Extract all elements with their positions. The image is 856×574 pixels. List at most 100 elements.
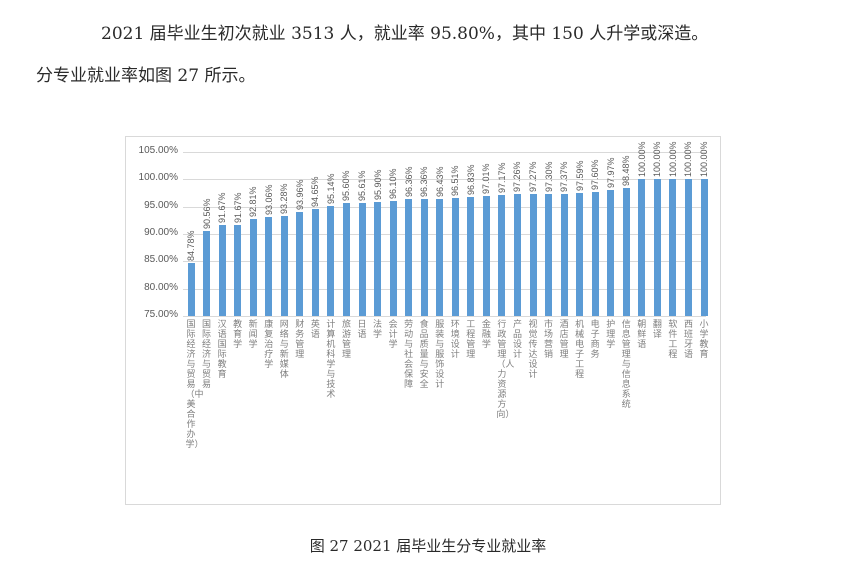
bar: [560, 193, 568, 316]
x-category-label: 法学: [373, 320, 383, 340]
bar: [187, 262, 195, 316]
bar: [218, 224, 226, 316]
x-category-label: 新闻学: [248, 320, 258, 350]
bar: [622, 187, 630, 316]
y-tick-label: 95.00%: [144, 200, 178, 211]
bar: [700, 179, 708, 316]
data-label: 97.37%: [559, 161, 570, 192]
data-label: 94.65%: [310, 176, 321, 207]
x-category-label: 英语: [310, 320, 320, 340]
bar: [358, 203, 366, 316]
data-label: 95.90%: [372, 169, 383, 200]
x-category-label: 环境设计: [450, 320, 460, 360]
bar: [467, 196, 475, 316]
bar: [374, 201, 382, 316]
gridline: [183, 261, 706, 262]
gridline: [183, 289, 706, 290]
y-tick-label: 100.00%: [138, 172, 178, 183]
bar: [203, 230, 211, 316]
data-label: 97.60%: [590, 159, 601, 191]
intro-paragraph: 2021 届毕业生初次就业 3513 人，就业率 95.80%，其中 150 人…: [101, 24, 709, 44]
bar: [498, 194, 506, 316]
data-label: 93.28%: [279, 183, 290, 215]
data-label: 97.01%: [481, 163, 492, 194]
x-category-label: 汉语国际教育: [217, 320, 227, 380]
bar: [576, 192, 584, 316]
bar: [234, 224, 242, 316]
y-tick-label: 80.00%: [144, 282, 178, 293]
data-label: 100.00%: [667, 141, 678, 178]
data-label: 95.60%: [341, 170, 352, 202]
x-category-label: 财务管理: [295, 320, 305, 360]
x-category-label: 信息管理与信息系统: [621, 320, 631, 410]
bar: [591, 192, 599, 316]
data-label: 84.78%: [186, 230, 196, 261]
data-label: 100.00%: [652, 141, 663, 178]
x-category-label: 小学教育: [699, 320, 709, 360]
x-category-label: 市场营销: [544, 320, 554, 360]
bar: [545, 194, 553, 316]
x-category-label: 国际经济与贸易（中美合作办学）: [185, 320, 204, 450]
gridline: [183, 316, 706, 317]
data-label: 98.48%: [621, 155, 632, 186]
x-category-label: 会计学: [388, 320, 398, 350]
x-category-label: 软件工程: [668, 320, 678, 360]
x-category-label: 工程管理: [466, 320, 476, 360]
data-label: 91.67%: [217, 192, 228, 223]
x-category-label: 国际经济与贸易: [202, 320, 212, 390]
data-label: 100.00%: [636, 141, 647, 178]
x-category-label: 行政管理（人力资源方向）: [496, 320, 515, 420]
bar: [436, 198, 444, 316]
x-category-label: 金融学: [481, 320, 491, 350]
figure-caption: 图 27 2021 届毕业生分专业就业率: [309, 537, 547, 555]
data-label: 95.61%: [357, 170, 367, 202]
x-category-label: 日语: [357, 320, 367, 340]
data-label: 93.96%: [294, 179, 305, 211]
bar: [482, 195, 490, 316]
data-label: 100.00%: [699, 141, 709, 178]
data-label: 96.83%: [465, 164, 476, 195]
plot-area: 75.00% 80.00% 85.00% 90.00% 95.00% 100.00% 105…: [126, 137, 720, 504]
x-category-label: 网络与新媒体: [279, 320, 289, 380]
x-category-label: 朝鲜语: [637, 320, 647, 350]
gridline: [183, 179, 706, 180]
bar: [405, 199, 413, 316]
x-category-label: 计算机科学与技术: [326, 320, 336, 400]
data-label: 95.14%: [325, 173, 336, 204]
data-label: 97.27%: [528, 161, 538, 193]
y-tick-label: 85.00%: [144, 254, 178, 265]
x-category-label: 康复治疗学: [264, 320, 274, 370]
data-label: 96.36%: [403, 166, 414, 198]
x-category-label: 视觉传达设计: [528, 320, 538, 380]
data-label: 92.81%: [248, 186, 259, 217]
x-category-label: 旅游管理: [341, 320, 351, 360]
bar: [607, 190, 615, 316]
data-label: 91.67%: [232, 192, 243, 223]
x-category-label: 机械电子工程: [575, 320, 585, 380]
data-label: 97.97%: [605, 157, 616, 189]
bar: [653, 179, 661, 316]
y-tick-label: 75.00%: [144, 309, 178, 320]
x-category-label: 劳动与社会保障: [404, 320, 414, 390]
x-category-label: 服装与服饰设计: [435, 320, 445, 390]
data-label: 100.00%: [683, 141, 694, 178]
data-label: 97.30%: [543, 161, 554, 193]
x-category-label: 食品质量与安全: [419, 320, 429, 390]
bar: [529, 194, 537, 316]
x-category-label: 酒店管理: [559, 320, 569, 360]
data-label: 90.56%: [201, 198, 212, 229]
x-category-label: 翻译: [652, 320, 662, 340]
bar: [669, 179, 677, 316]
bar: [389, 200, 397, 316]
bar: [280, 216, 288, 316]
x-category-label: 电子商务: [590, 320, 600, 360]
data-label: 97.17%: [496, 162, 507, 193]
data-label: 93.06%: [263, 184, 274, 216]
y-tick-label: 90.00%: [144, 227, 178, 238]
data-label: 97.59%: [574, 159, 585, 191]
employment-rate-chart: 75.00% 80.00% 85.00% 90.00% 95.00% 100.00% 105…: [125, 136, 721, 505]
x-category-label: 护理学: [606, 320, 616, 350]
bar: [311, 208, 319, 316]
bar: [420, 199, 428, 316]
data-label: 97.26%: [512, 161, 523, 193]
